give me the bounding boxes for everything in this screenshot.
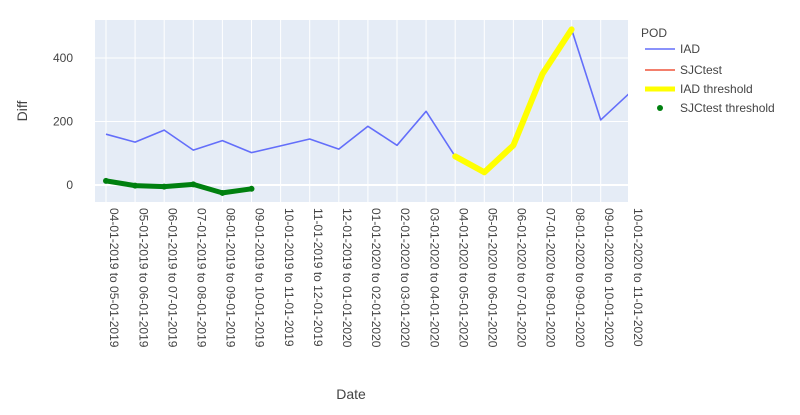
data-point-sjctest-threshold (248, 185, 255, 192)
y-axis-ticks: 0 200 400 (53, 51, 73, 192)
data-point-sjctest-threshold (190, 181, 197, 188)
data-point-sjctest-threshold (161, 183, 168, 190)
data-point-sjctest-threshold (132, 182, 139, 189)
legend-marker-sjctest-threshold (657, 105, 663, 111)
x-tick-label: 11-01-2019 to 12-01-2019 (311, 208, 325, 347)
series-line-sjctest-threshold (103, 178, 254, 196)
legend-label: IAD threshold (680, 82, 753, 96)
y-tick-label: 200 (53, 115, 73, 129)
x-tick-label: 08-01-2020 to 09-01-2020 (573, 208, 587, 348)
legend-item-iad[interactable]: IAD (645, 42, 700, 56)
data-point-sjctest-threshold (219, 189, 226, 196)
x-axis-title: Date (336, 386, 366, 402)
legend-title: POD (641, 26, 667, 40)
series-layer (103, 26, 628, 196)
x-tick-label: 06-01-2020 to 07-01-2020 (515, 208, 529, 348)
x-tick-label: 09-01-2019 to 10-01-2019 (253, 208, 267, 348)
legend-item-sjctest-threshold[interactable]: SJCtest threshold (657, 101, 775, 115)
x-tick-label: 07-01-2020 to 08-01-2020 (544, 208, 558, 348)
x-tick-label: 10-01-2019 to 11-01-2019 (282, 208, 296, 347)
x-tick-label: 12-01-2019 to 01-01-2020 (340, 208, 354, 348)
x-tick-label: 03-01-2020 to 04-01-2020 (427, 208, 441, 348)
x-axis-ticks: 04-01-2019 to 05-01-2019 05-01-2019 to 06… (107, 208, 645, 348)
x-tick-label: 10-01-2020 to 11-01-2020 (631, 208, 645, 347)
x-tick-label: 04-01-2020 to 05-01-2020 (456, 208, 470, 348)
x-tick-label: 08-01-2019 to 09-01-2019 (224, 208, 238, 348)
x-tick-label: 07-01-2019 to 08-01-2019 (195, 208, 209, 348)
legend-label: SJCtest threshold (680, 101, 775, 115)
legend-item-iad-threshold[interactable]: IAD threshold (645, 82, 753, 96)
legend-label: SJCtest (680, 63, 723, 77)
x-tick-label: 02-01-2020 to 03-01-2020 (398, 208, 412, 348)
series-line-iad-threshold (452, 26, 575, 176)
y-axis-title: Diff (14, 101, 30, 122)
x-tick-label: 01-01-2020 to 02-01-2020 (369, 208, 383, 348)
x-tick-label: 04-01-2019 to 05-01-2019 (107, 208, 121, 348)
x-tick-label: 09-01-2020 to 10-01-2020 (602, 208, 616, 348)
x-tick-label: 05-01-2019 to 06-01-2019 (136, 208, 150, 348)
legend-label: IAD (680, 42, 700, 56)
y-tick-label: 400 (53, 51, 73, 65)
x-tick-label: 06-01-2019 to 07-01-2019 (165, 208, 179, 348)
legend-item-sjctest[interactable]: SJCtest (645, 63, 723, 77)
x-tick-label: 05-01-2020 to 06-01-2020 (486, 208, 500, 348)
legend[interactable]: POD IAD SJCtest IAD threshold SJCtest thres… (641, 26, 775, 115)
data-point-sjctest-threshold (103, 177, 109, 184)
y-tick-label: 0 (66, 178, 73, 192)
plot-background (95, 20, 628, 202)
